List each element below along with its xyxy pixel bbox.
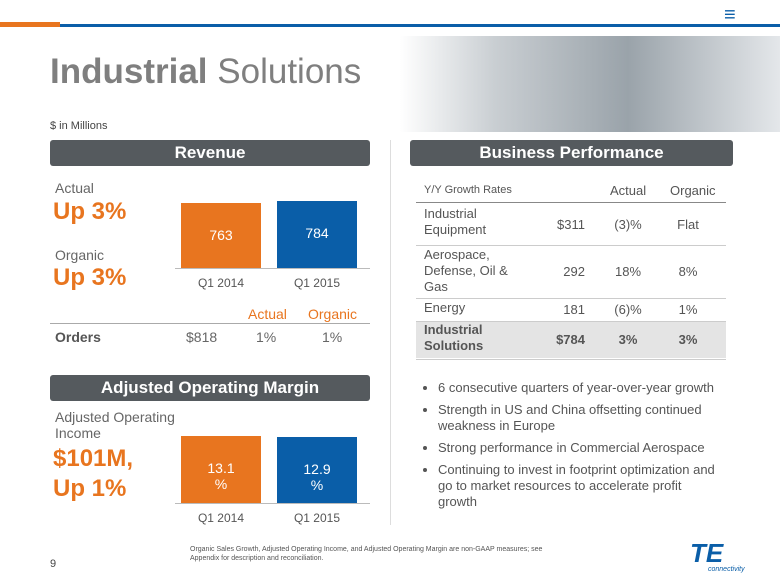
row-label: Industrial Solutions (424, 322, 484, 353)
cell: 3% (618, 332, 638, 347)
column-header: Y/Y Growth Rates (424, 184, 512, 196)
label: Actual (55, 180, 94, 196)
divider (390, 140, 391, 525)
value-label: 13.1 % (207, 460, 235, 492)
title: Industrial Solutions (50, 52, 361, 92)
logo-top: ≡ (724, 4, 736, 26)
bullet-list: 6 consecutive quarters of year-over-year… (420, 380, 720, 510)
row-label: Energy (424, 300, 466, 315)
row-label: Aerospace, Defense, Oil & Gas (424, 247, 508, 294)
cell: $311 (557, 217, 585, 232)
logo: TE (690, 538, 724, 568)
x-tick-label: Q1 2014 (197, 276, 245, 290)
rule (416, 359, 726, 360)
bullet: Continuing to invest in footprint optimi… (438, 462, 720, 510)
column-header: Actual (610, 183, 647, 198)
bar-chart: 763 Q1 2014 784 Q1 2015 (170, 190, 370, 300)
cell: Flat (677, 217, 699, 232)
section-heading: Business Performance (410, 140, 733, 166)
title-rest: Solutions (217, 52, 362, 91)
rule (416, 202, 726, 203)
accent-bar (0, 22, 60, 27)
header-photo (400, 36, 780, 132)
title-bold: Industrial (50, 52, 208, 91)
value: Up 3% (53, 198, 127, 225)
section-heading: Revenue (50, 140, 370, 166)
cell: (3)% (614, 217, 642, 232)
x-tick-label: Q1 2015 (293, 276, 341, 290)
logo-tagline: connectivity (708, 566, 745, 573)
cell: 8% (678, 264, 698, 279)
bar: 784 (277, 201, 357, 268)
cell: 181 (563, 302, 585, 317)
x-tick-label: Q1 2015 (293, 511, 341, 525)
bar: 12.9 % (277, 437, 357, 503)
section-heading: Adjusted Operating Margin (50, 375, 370, 401)
cell: 292 (563, 264, 585, 279)
bar: 13.1 % (181, 436, 261, 503)
value: $818 (186, 329, 218, 345)
footnote: Organic Sales Growth, Adjusted Operating… (190, 546, 543, 562)
row-shade (416, 322, 726, 358)
column-header: Organic (308, 306, 358, 322)
units: $ in Millions (50, 120, 108, 132)
rule (416, 245, 726, 246)
baseline (175, 503, 370, 504)
rule (416, 321, 726, 322)
bullet: 6 consecutive quarters of year-over-year… (438, 380, 720, 396)
rule (416, 298, 726, 299)
value: 1% (256, 329, 277, 345)
cell: 18% (614, 264, 642, 279)
value-label: 763 (209, 226, 233, 243)
baseline (175, 268, 370, 269)
bullets: 6 consecutive quarters of year-over-year… (420, 380, 720, 516)
page-number: 9 (50, 558, 57, 570)
bar: 763 (181, 202, 261, 268)
cell: (6)% (614, 302, 642, 317)
label: Adjusted Operating Income (55, 409, 175, 441)
cell: 3% (678, 332, 698, 347)
accent-line (60, 24, 780, 27)
row-label: Industrial Equipment (424, 206, 487, 237)
cell: $784 (556, 332, 585, 347)
label: Orders (55, 329, 101, 345)
column-header: Actual (248, 306, 287, 322)
cell: 1% (678, 302, 698, 317)
value: $101M, Up 1% (53, 445, 134, 502)
bullet: Strength in US and China offsetting cont… (438, 402, 720, 434)
value-label: 784 (305, 225, 329, 241)
bar-chart: 13.1 % Q1 2014 12.9 % Q1 2015 (170, 425, 370, 535)
value-label: 12.9 % (303, 461, 331, 494)
value: 1% (322, 329, 343, 345)
value: Up 3% (53, 264, 127, 291)
rule (50, 323, 370, 324)
x-tick-label: Q1 2014 (197, 511, 245, 525)
bullet: Strong performance in Commercial Aerospa… (438, 440, 720, 456)
column-header: Organic (670, 183, 716, 198)
label: Organic (55, 247, 105, 263)
